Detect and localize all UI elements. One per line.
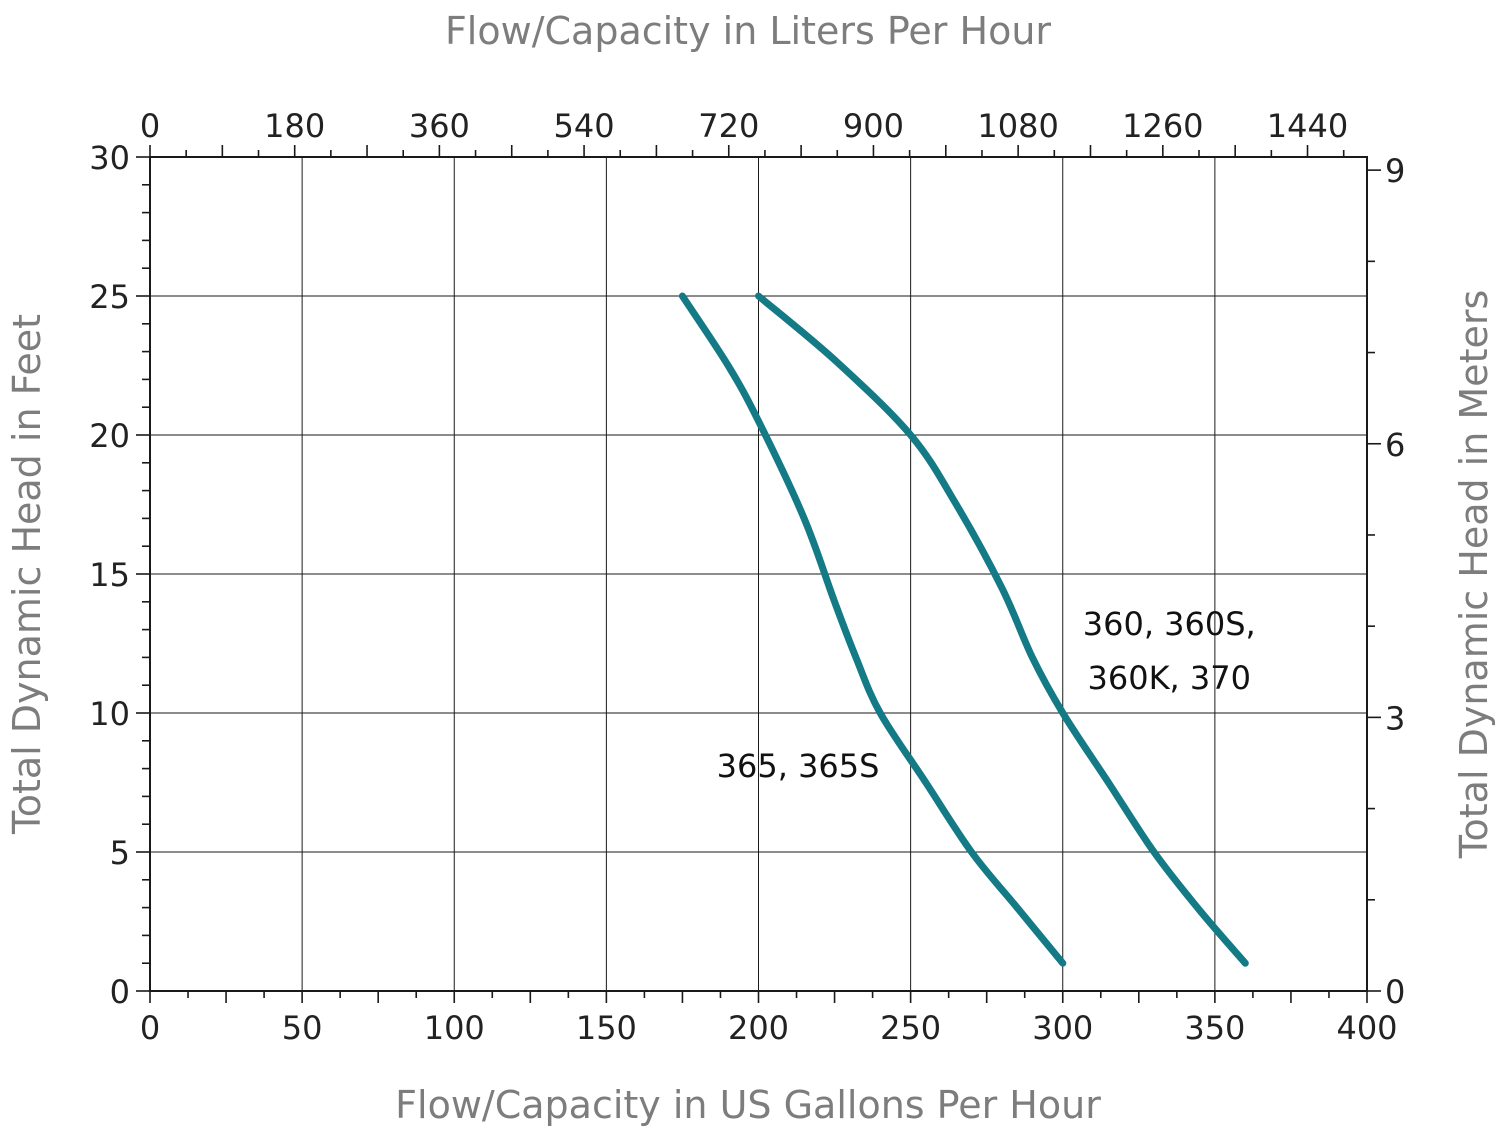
x2-tick-label: 900 <box>843 107 904 145</box>
y-tick-label: 15 <box>89 556 130 594</box>
series-line-1 <box>678 292 1067 967</box>
y2-tick-label: 0 <box>1385 973 1405 1011</box>
series-layer: 360, 360S, 360K, 370 365, 365S <box>678 292 1256 967</box>
x-tick-label: 200 <box>728 1009 789 1047</box>
y-tick-label: 0 <box>110 973 130 1011</box>
series-label-1: 365, 365S <box>717 747 880 785</box>
y-tick-label: 10 <box>89 695 130 733</box>
x2-tick-label: 360 <box>409 107 470 145</box>
y-tick-label: 30 <box>89 139 130 177</box>
x-tick-label: 350 <box>1184 1009 1245 1047</box>
series-label-line: 360K, 370 <box>1087 659 1250 697</box>
left-axis-title: Total Dynamic Head in Feet <box>5 314 49 835</box>
x2-tick-label: 1440 <box>1267 107 1348 145</box>
series-label-line: 365, 365S <box>717 747 880 785</box>
x-tick-label: 250 <box>880 1009 941 1047</box>
x-tick-label: 0 <box>140 1009 160 1047</box>
right-axis-title: Total Dynamic Head in Meters <box>1452 290 1496 860</box>
x-tick-label: 50 <box>282 1009 323 1047</box>
x-tick-label: 300 <box>1032 1009 1093 1047</box>
bottom-axis-title: Flow/Capacity in US Gallons Per Hour <box>395 1083 1101 1127</box>
x-tick-label: 400 <box>1336 1009 1397 1047</box>
series-label-0: 360, 360S, 360K, 370 <box>1083 605 1256 697</box>
axis-ticks <box>136 145 1381 1003</box>
plot-frame <box>149 156 1368 992</box>
x2-tick-label: 180 <box>264 107 325 145</box>
x-tick-label: 150 <box>576 1009 637 1047</box>
x2-tick-label: 720 <box>698 107 759 145</box>
y-tick-label: 20 <box>89 417 130 455</box>
x-tick-label: 100 <box>424 1009 485 1047</box>
y-tick-label: 5 <box>110 834 130 872</box>
x2-tick-label: 540 <box>554 107 615 145</box>
series-line-0 <box>755 292 1249 967</box>
x2-tick-label: 1080 <box>977 107 1058 145</box>
y2-tick-label: 3 <box>1385 699 1405 737</box>
grid-lines <box>149 156 1368 992</box>
y2-tick-label: 9 <box>1385 152 1405 190</box>
top-axis-title: Flow/Capacity in Liters Per Hour <box>445 9 1051 53</box>
y2-tick-label: 6 <box>1385 426 1405 464</box>
series-label-line: 360, 360S, <box>1083 605 1256 643</box>
y-tick-label: 25 <box>89 278 130 316</box>
x2-tick-label: 1260 <box>1122 107 1203 145</box>
x2-tick-label: 0 <box>140 107 160 145</box>
